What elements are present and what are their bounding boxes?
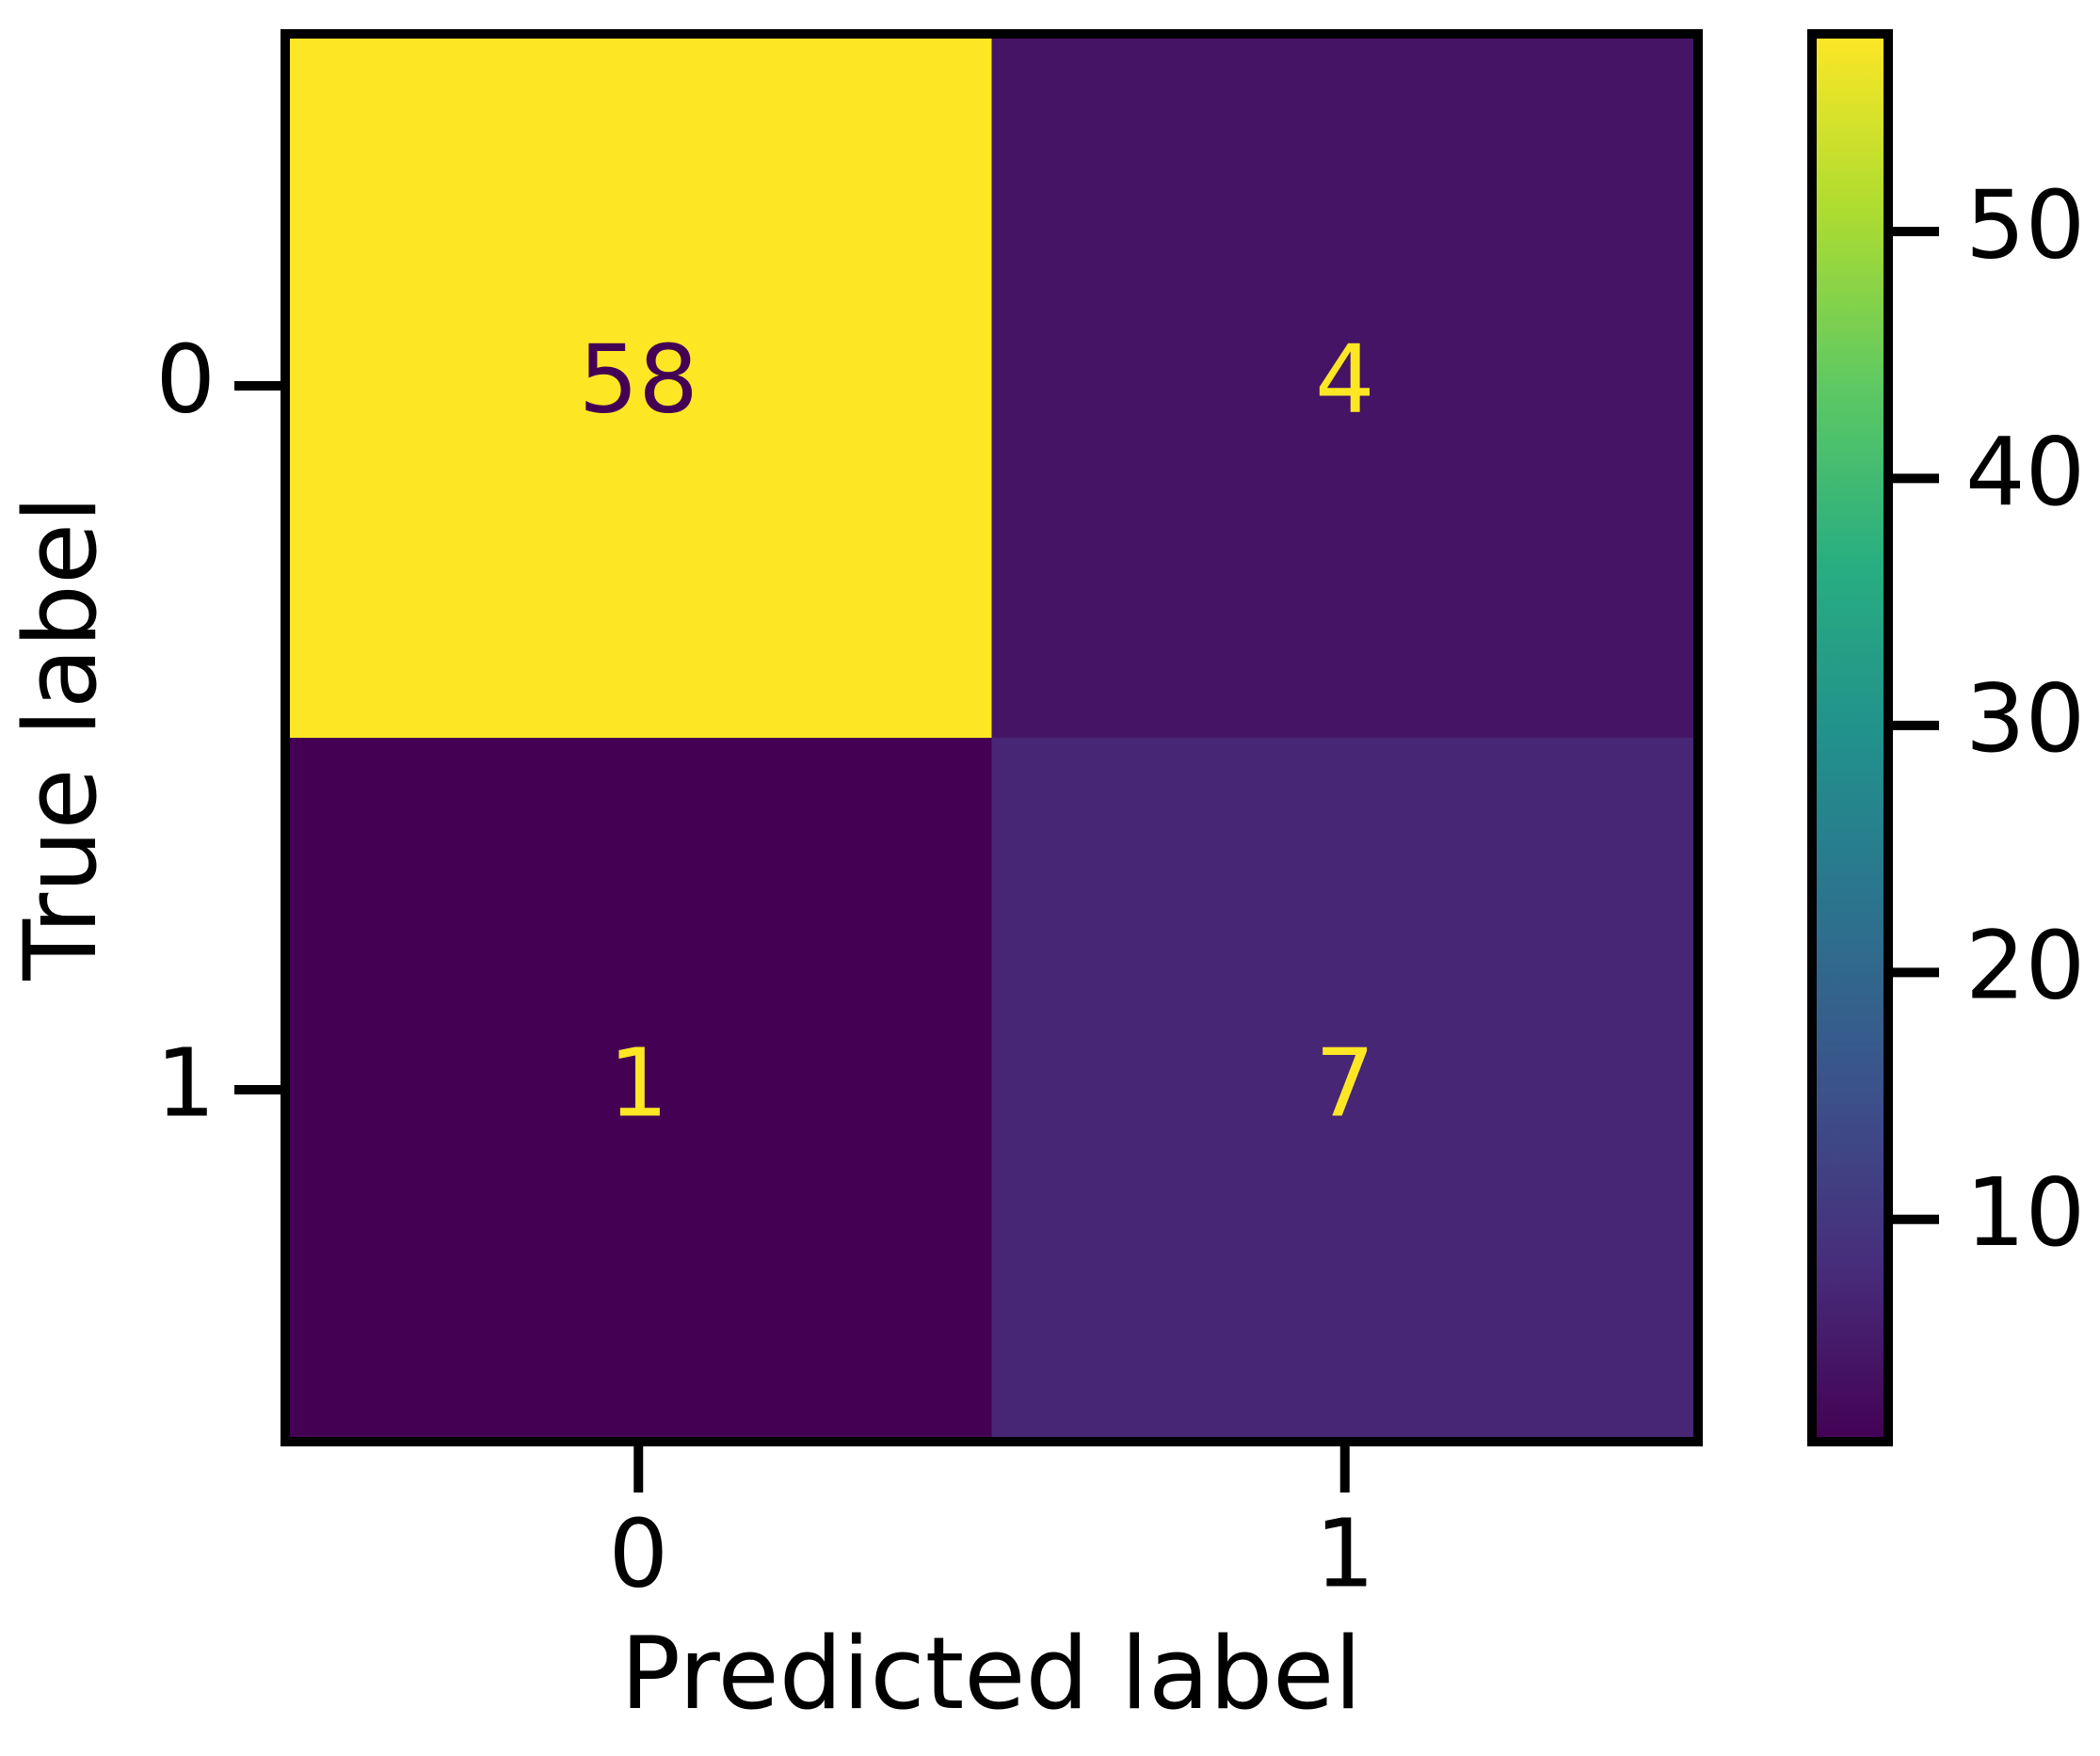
colorbar: [1807, 29, 1893, 1446]
x-tick-label: 1: [1315, 1498, 1375, 1608]
cell-value: 1: [608, 1028, 668, 1138]
colorbar-tick-label: 50: [1965, 169, 2085, 279]
x-axis-label: Predicted label: [620, 1616, 1362, 1732]
cell-value: 7: [1315, 1028, 1375, 1138]
heatmap-cell: [285, 738, 992, 1443]
cells: [285, 34, 1699, 1443]
heatmap-cell: [991, 738, 1699, 1443]
plot-frame: [281, 29, 1703, 1446]
cell-value: 4: [1315, 324, 1375, 434]
y-tick-label: 1: [155, 1028, 216, 1138]
heatmap-cell: [285, 34, 992, 739]
heatmap-cell: [991, 34, 1699, 739]
cell-value: 58: [579, 324, 698, 434]
colorbar-tick-label: 40: [1965, 417, 2085, 527]
colorbar-tick-label: 20: [1965, 911, 2085, 1021]
x-tick-label: 0: [608, 1498, 668, 1608]
y-tick-label: 0: [155, 324, 216, 434]
y-axis-label: True label: [3, 495, 119, 981]
colorbar-tick-label: 10: [1965, 1157, 2085, 1268]
colorbar-tick-label: 30: [1965, 663, 2085, 774]
